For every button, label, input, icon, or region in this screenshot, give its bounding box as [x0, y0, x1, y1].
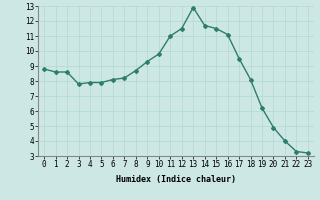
X-axis label: Humidex (Indice chaleur): Humidex (Indice chaleur)	[116, 175, 236, 184]
